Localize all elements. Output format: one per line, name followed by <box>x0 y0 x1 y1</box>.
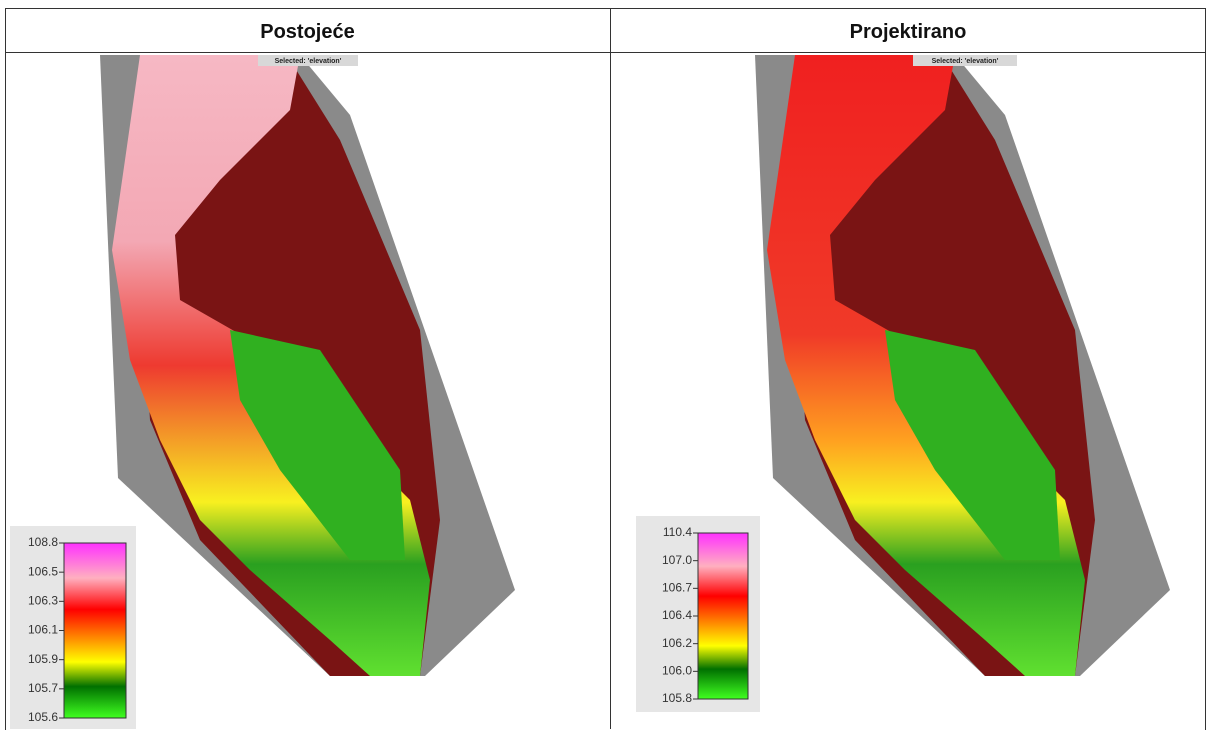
column-rule <box>610 8 611 729</box>
legend-tick-label: 106.4 <box>662 608 692 622</box>
page: {"table": {"headers": ["Postojeće", "Pro… <box>0 0 1210 729</box>
map: Selected: 'elevation' 110.4 107.0 106.7 106… <box>612 53 1205 729</box>
legend-tick-label: 108.8 <box>28 535 58 549</box>
column-header: Postojeće <box>5 9 610 52</box>
legend-tick-label: 105.7 <box>28 681 58 695</box>
column-header: Projektirano <box>611 9 1205 52</box>
legend-tick-label: 106.5 <box>28 564 58 578</box>
map: Selected: 'elevation' 108.8 106.5 106.3 106… <box>6 53 610 729</box>
legend-tick-label: 105.9 <box>28 652 58 666</box>
legend-tick-label: 107.0 <box>662 553 692 567</box>
legend-tick-label: 106.3 <box>28 594 58 608</box>
legend-tick-label: 106.0 <box>662 664 692 678</box>
legend-colorbar <box>698 533 748 699</box>
legend-tick-label: 105.8 <box>662 691 692 705</box>
legend-tick-label: 110.4 <box>663 525 692 539</box>
legend-tick-label: 105.6 <box>28 710 58 724</box>
legend-tick-label: 106.7 <box>662 581 692 595</box>
selection-label: Selected: 'elevation' <box>275 58 342 65</box>
legend-tick-label: 106.1 <box>28 623 58 637</box>
legend-colorbar <box>64 543 126 718</box>
selection-label: Selected: 'elevation' <box>932 58 999 65</box>
legend-tick-label: 106.2 <box>662 636 692 650</box>
